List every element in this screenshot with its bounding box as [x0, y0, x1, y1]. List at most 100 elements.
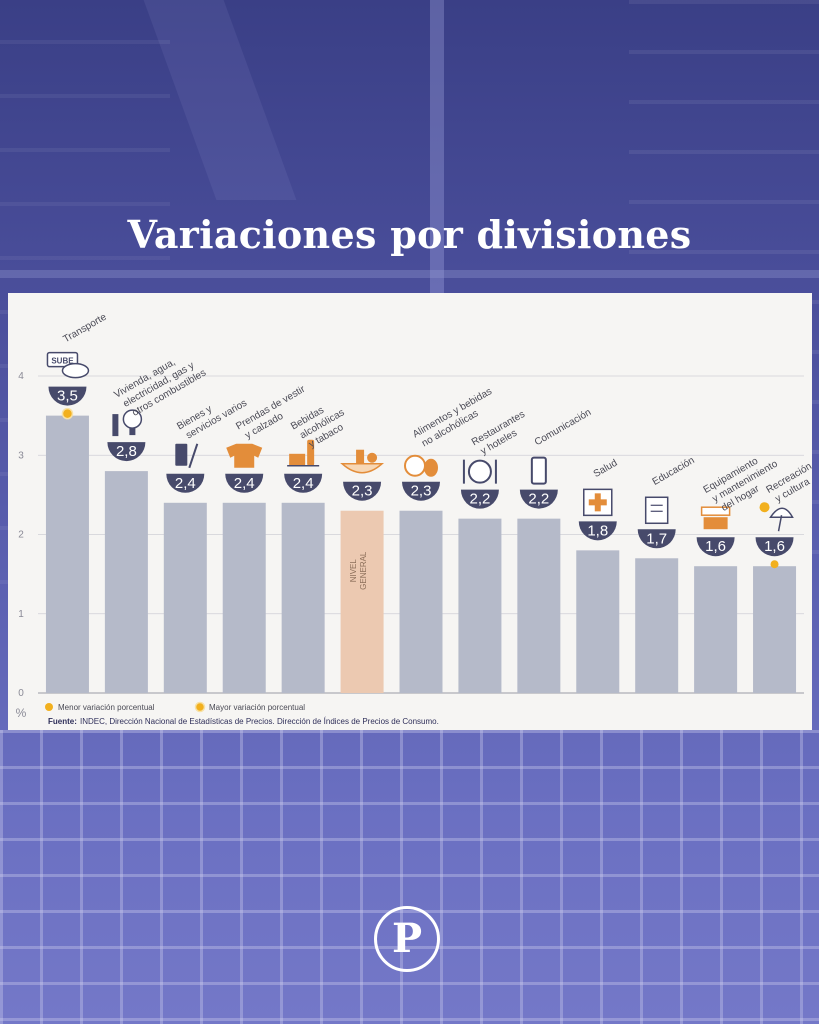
value-badge	[578, 521, 617, 541]
chart-bar	[399, 510, 443, 693]
value-label: 2,3	[411, 483, 432, 500]
clothes-icon	[226, 443, 263, 468]
bottles-icon	[287, 439, 320, 467]
icon-part	[61, 362, 90, 379]
y-tick-label: 1	[18, 609, 24, 620]
basket-icon	[340, 449, 385, 474]
min-marker	[770, 560, 779, 569]
chart-bar	[694, 566, 738, 693]
legend-marker-min	[45, 703, 53, 711]
umbrella-sun-icon	[759, 502, 794, 532]
house-bulb-icon	[112, 409, 143, 437]
chart-bar	[45, 415, 89, 693]
sube-card-icon: SUBE	[46, 351, 90, 379]
icon-part	[588, 499, 607, 506]
value-label: 2,4	[234, 475, 255, 492]
icon-part	[769, 507, 794, 518]
category-label: Comunicación	[533, 407, 593, 448]
value-label: 1,7	[646, 530, 667, 547]
brand-logo-letter: P	[391, 915, 423, 962]
chart-bar	[163, 502, 207, 693]
value-badge	[696, 537, 735, 557]
chart-bar	[458, 518, 502, 693]
value-badge	[166, 473, 205, 493]
icon-part	[467, 459, 492, 484]
y-tick-label: 4	[18, 371, 24, 382]
value-badge	[519, 489, 558, 509]
icon-part	[759, 502, 770, 513]
value-badge	[107, 442, 146, 462]
icon-part	[703, 517, 728, 530]
icon-part	[530, 456, 547, 485]
icon-part	[46, 351, 79, 368]
chart-bar	[753, 566, 797, 693]
icon-part	[777, 515, 783, 532]
icon-part	[226, 443, 263, 468]
medical-cross-icon	[583, 488, 613, 517]
category-label-line: Educación	[651, 455, 697, 488]
value-badge	[755, 537, 794, 557]
icon-part	[700, 506, 731, 516]
value-label: 3,5	[57, 388, 78, 405]
icon-part	[340, 462, 385, 474]
page-title: Variaciones por divisiones	[127, 212, 692, 257]
value-label: 2,2	[469, 491, 490, 508]
value-badge	[343, 481, 382, 501]
background-cart-grid	[0, 730, 819, 1024]
icon-part	[356, 449, 365, 464]
category-label-line: Transporte	[61, 311, 108, 345]
category-label: Educación	[651, 455, 697, 488]
icon-part	[188, 443, 199, 469]
appliance-icon	[700, 506, 731, 530]
icon-part	[644, 496, 669, 525]
background-cart-rim	[0, 270, 819, 278]
y-tick-label: 2	[18, 530, 24, 541]
value-badge	[284, 473, 323, 493]
value-label: 2,4	[175, 475, 196, 492]
y-tick-label: 3	[18, 450, 24, 461]
chart-bar	[281, 502, 325, 693]
chart-panel: 0 1 2 3 4% SUBE 3,5 Transporte 2,8 Vivienda, agua…	[8, 293, 812, 730]
comb-scissors-icon	[175, 443, 199, 469]
food-icon	[404, 454, 438, 477]
bar-chart: 0 1 2 3 4% SUBE 3,5 Transporte 2,8 Vivienda, agua…	[16, 311, 812, 726]
value-label: 2,4	[293, 475, 314, 492]
icon-part	[424, 458, 438, 477]
legend-label: Mayor variación porcentual	[209, 703, 305, 712]
source-label: Fuente:	[48, 717, 77, 726]
notebook-icon	[644, 496, 669, 525]
chart-bar	[340, 510, 384, 693]
category-label: Salud	[592, 458, 620, 480]
chart-bar	[517, 518, 561, 693]
chart-bar	[635, 558, 679, 693]
icon-text: SUBE	[51, 357, 74, 366]
category-label: Transporte	[61, 311, 108, 345]
icon-part	[289, 453, 306, 466]
icon-part	[175, 443, 188, 466]
highlight-label: NIVEL GENERAL	[349, 551, 368, 590]
highlight-label-line: GENERAL	[359, 551, 368, 590]
value-label: 2,2	[528, 491, 549, 508]
phone-icon	[530, 456, 547, 485]
source-text: INDEC, Dirección Nacional de Estadística…	[80, 717, 439, 726]
max-marker	[61, 407, 74, 420]
value-badge	[402, 481, 440, 501]
plate-cutlery-icon	[462, 459, 497, 484]
value-label: 1,6	[764, 538, 785, 555]
value-badge	[460, 489, 499, 509]
value-badge	[637, 529, 676, 549]
icon-part	[404, 454, 426, 477]
value-badge	[48, 386, 87, 406]
icon-part	[129, 428, 136, 436]
value-label: 1,8	[587, 522, 608, 539]
icon-part	[367, 452, 378, 463]
value-label: 2,3	[352, 483, 373, 500]
legend-marker-max	[194, 701, 206, 713]
category-label-line: Salud	[592, 458, 620, 480]
value-badge	[225, 473, 264, 493]
icon-part	[307, 439, 315, 466]
brand-logo: P	[374, 906, 440, 972]
